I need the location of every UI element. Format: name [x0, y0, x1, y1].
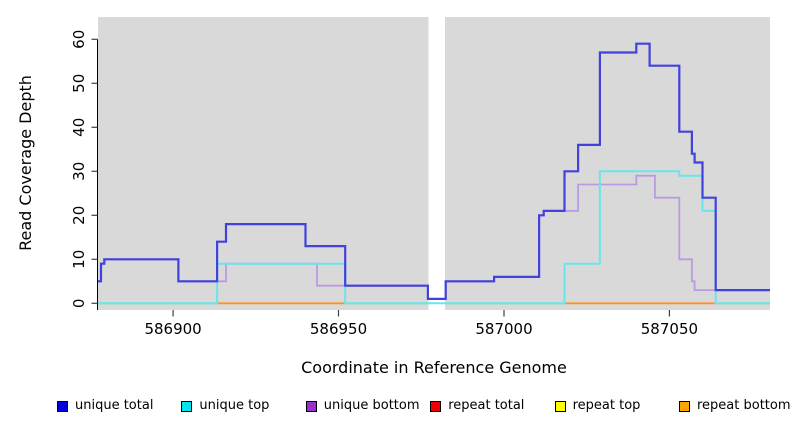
x-tick-label: 586950: [310, 320, 367, 338]
legend-label-unique-bottom: unique bottom: [323, 398, 420, 413]
series-unique-top: [98, 170, 770, 305]
x-axis-title: Coordinate in Reference Genome: [301, 358, 567, 377]
x-tick-label: 586900: [144, 320, 201, 338]
y-tick-label: 30: [70, 162, 88, 181]
legend-swatch-repeat-total: [430, 400, 442, 412]
legend-item-unique-top: unique top: [181, 396, 269, 416]
legend-label-unique-top: unique top: [199, 398, 270, 413]
legend-label-unique-total: unique total: [75, 398, 154, 413]
y-tick-label: 40: [70, 118, 88, 137]
legend-item-unique-total: unique total: [57, 396, 153, 416]
legend-label-repeat-total: repeat total: [448, 398, 525, 413]
coverage-plot: 586900 586950 587000 587050 0 10 20 30 40 50 60 Co…: [16, 17, 770, 377]
x-tick-label: 587050: [641, 320, 698, 338]
legend-item-repeat-bottom: repeat bottom: [679, 396, 791, 416]
legend-label-repeat-bottom: repeat bottom: [697, 398, 791, 413]
series-unique-total: [98, 42, 770, 300]
legend-item-repeat-top: repeat top: [554, 396, 641, 416]
legend-swatch-repeat-top: [554, 400, 566, 412]
legend-label-repeat-top: repeat top: [572, 398, 641, 413]
legend-item-unique-bottom: unique bottom: [305, 396, 420, 416]
legend-item-repeat-total: repeat total: [430, 396, 524, 416]
x-tick-label: 587000: [475, 320, 532, 338]
legend: unique total unique top unique bottom repea…: [0, 396, 792, 416]
legend-swatch-unique-bottom: [305, 400, 317, 412]
y-tick-label: 50: [70, 74, 88, 93]
y-tick-label: 20: [70, 206, 88, 225]
coverage-gap-band: [428, 17, 445, 310]
y-axis-title: Read Coverage Depth: [16, 75, 35, 251]
legend-swatch-unique-total: [57, 400, 68, 412]
legend-swatch-unique-top: [181, 400, 193, 412]
y-tick-label: 0: [70, 299, 88, 309]
y-tick-label: 60: [70, 30, 88, 49]
y-tick-label: 10: [70, 250, 88, 269]
legend-swatch-repeat-bottom: [679, 400, 690, 412]
